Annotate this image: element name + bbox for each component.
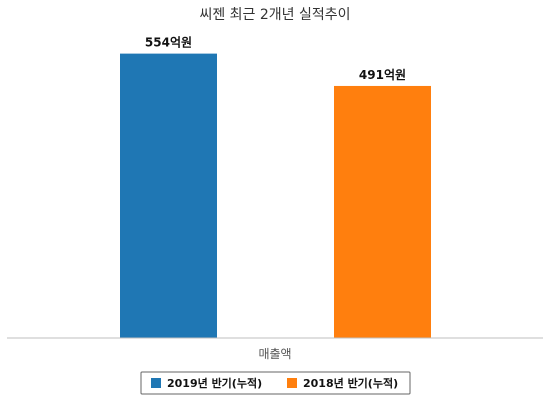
legend: 2019년 반기(누적) 2018년 반기(누적) bbox=[140, 371, 411, 395]
bar-2019년 반기(누적) bbox=[120, 53, 217, 338]
legend-swatch-2018 bbox=[287, 378, 297, 388]
data-label-2019년 반기(누적): 554억원 bbox=[145, 36, 192, 50]
chart-title: 씨젠 최근 2개년 실적추이 bbox=[199, 7, 350, 23]
bar-2018년 반기(누적) bbox=[334, 85, 431, 338]
bars-layer bbox=[120, 53, 431, 338]
legend-label-2019: 2019년 반기(누적) bbox=[167, 376, 262, 390]
legend-swatch-2019 bbox=[151, 378, 161, 388]
data-labels-layer: 554억원 491억원 bbox=[145, 36, 406, 82]
legend-label-2018: 2018년 반기(누적) bbox=[303, 376, 398, 390]
category-label: 매출액 bbox=[258, 347, 291, 361]
data-label-2018년 반기(누적): 491억원 bbox=[359, 68, 406, 82]
legend-box bbox=[140, 371, 411, 395]
